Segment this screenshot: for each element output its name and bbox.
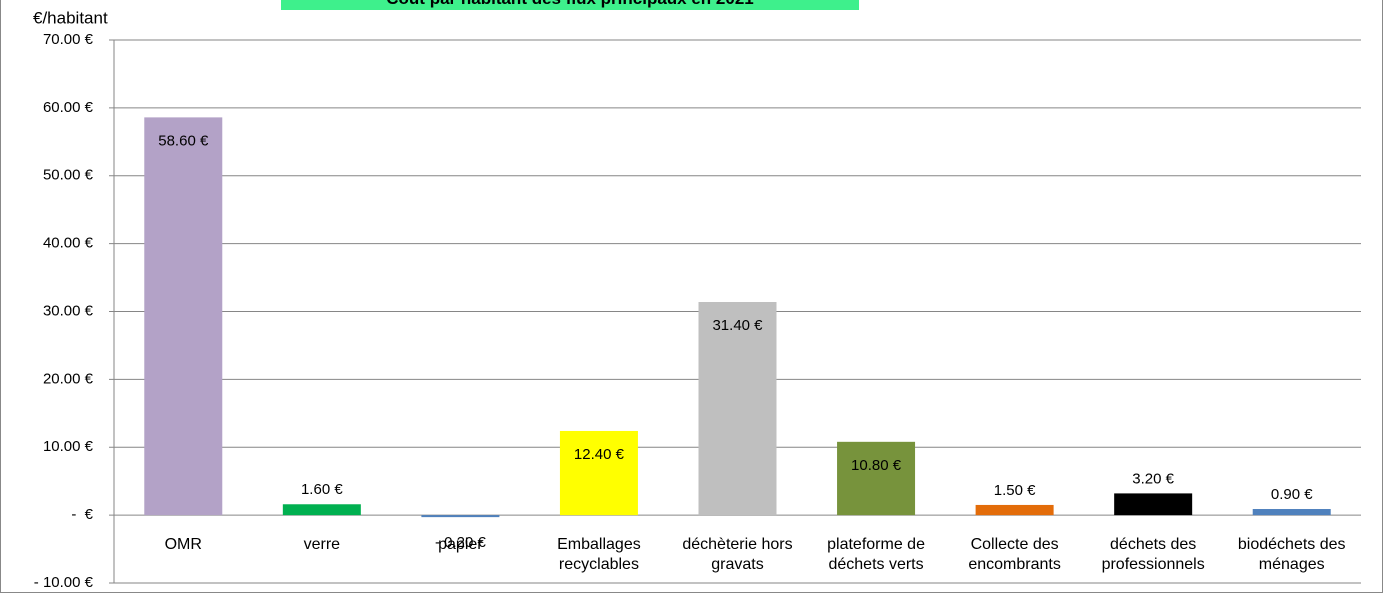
- y-tick-label: 40.00 €: [43, 235, 94, 252]
- y-tick-label: 30.00 €: [43, 302, 94, 319]
- data-label: 1.50 €: [994, 482, 1036, 499]
- x-tick-label: déchèterie hors gravats: [682, 536, 793, 574]
- bar: [698, 301, 777, 516]
- y-tick-label: - 10.00 €: [34, 574, 94, 591]
- y-tick-label: 70.00 €: [43, 31, 94, 48]
- data-label: 12.40 €: [574, 446, 625, 463]
- data-label: 3.20 €: [1132, 470, 1174, 487]
- x-tick-label: biodéchets des ménages: [1237, 536, 1346, 574]
- y-axis-label: €/habitant: [33, 8, 108, 27]
- bar: [559, 430, 638, 516]
- y-tick-label: 60.00 €: [43, 99, 94, 116]
- y-tick-label: 50.00 €: [43, 167, 94, 184]
- data-label: 58.60 €: [158, 132, 209, 149]
- bar: [837, 441, 916, 516]
- data-label: 0.90 €: [1271, 486, 1313, 503]
- bar: [1252, 509, 1331, 516]
- x-tick-label: Emballages recyclables: [557, 536, 641, 574]
- chart-title: Coût par habitant des flux principaux en…: [281, 0, 859, 10]
- y-tick-label: 20.00 €: [43, 370, 94, 387]
- bar: [975, 504, 1054, 516]
- y-tick-label: - €: [71, 506, 93, 523]
- x-tick-label: OMR: [164, 536, 202, 554]
- data-label: 31.40 €: [712, 317, 763, 334]
- data-label: 10.80 €: [851, 457, 902, 474]
- x-tick-label: Collecte des encombrants: [968, 536, 1061, 574]
- x-tick-label: plateforme de déchets verts: [827, 536, 925, 574]
- data-label: - 0.20 €: [435, 534, 487, 551]
- bar: [282, 504, 361, 516]
- x-tick-label: papier: [438, 536, 483, 554]
- x-tick-label: verre: [303, 536, 341, 554]
- data-label: 1.60 €: [301, 481, 343, 498]
- y-tick-label: 10.00 €: [43, 438, 94, 455]
- bar: [144, 117, 223, 516]
- x-tick-label: déchets des professionnels: [1101, 536, 1205, 574]
- bar: [1114, 493, 1193, 516]
- bar: [421, 515, 500, 518]
